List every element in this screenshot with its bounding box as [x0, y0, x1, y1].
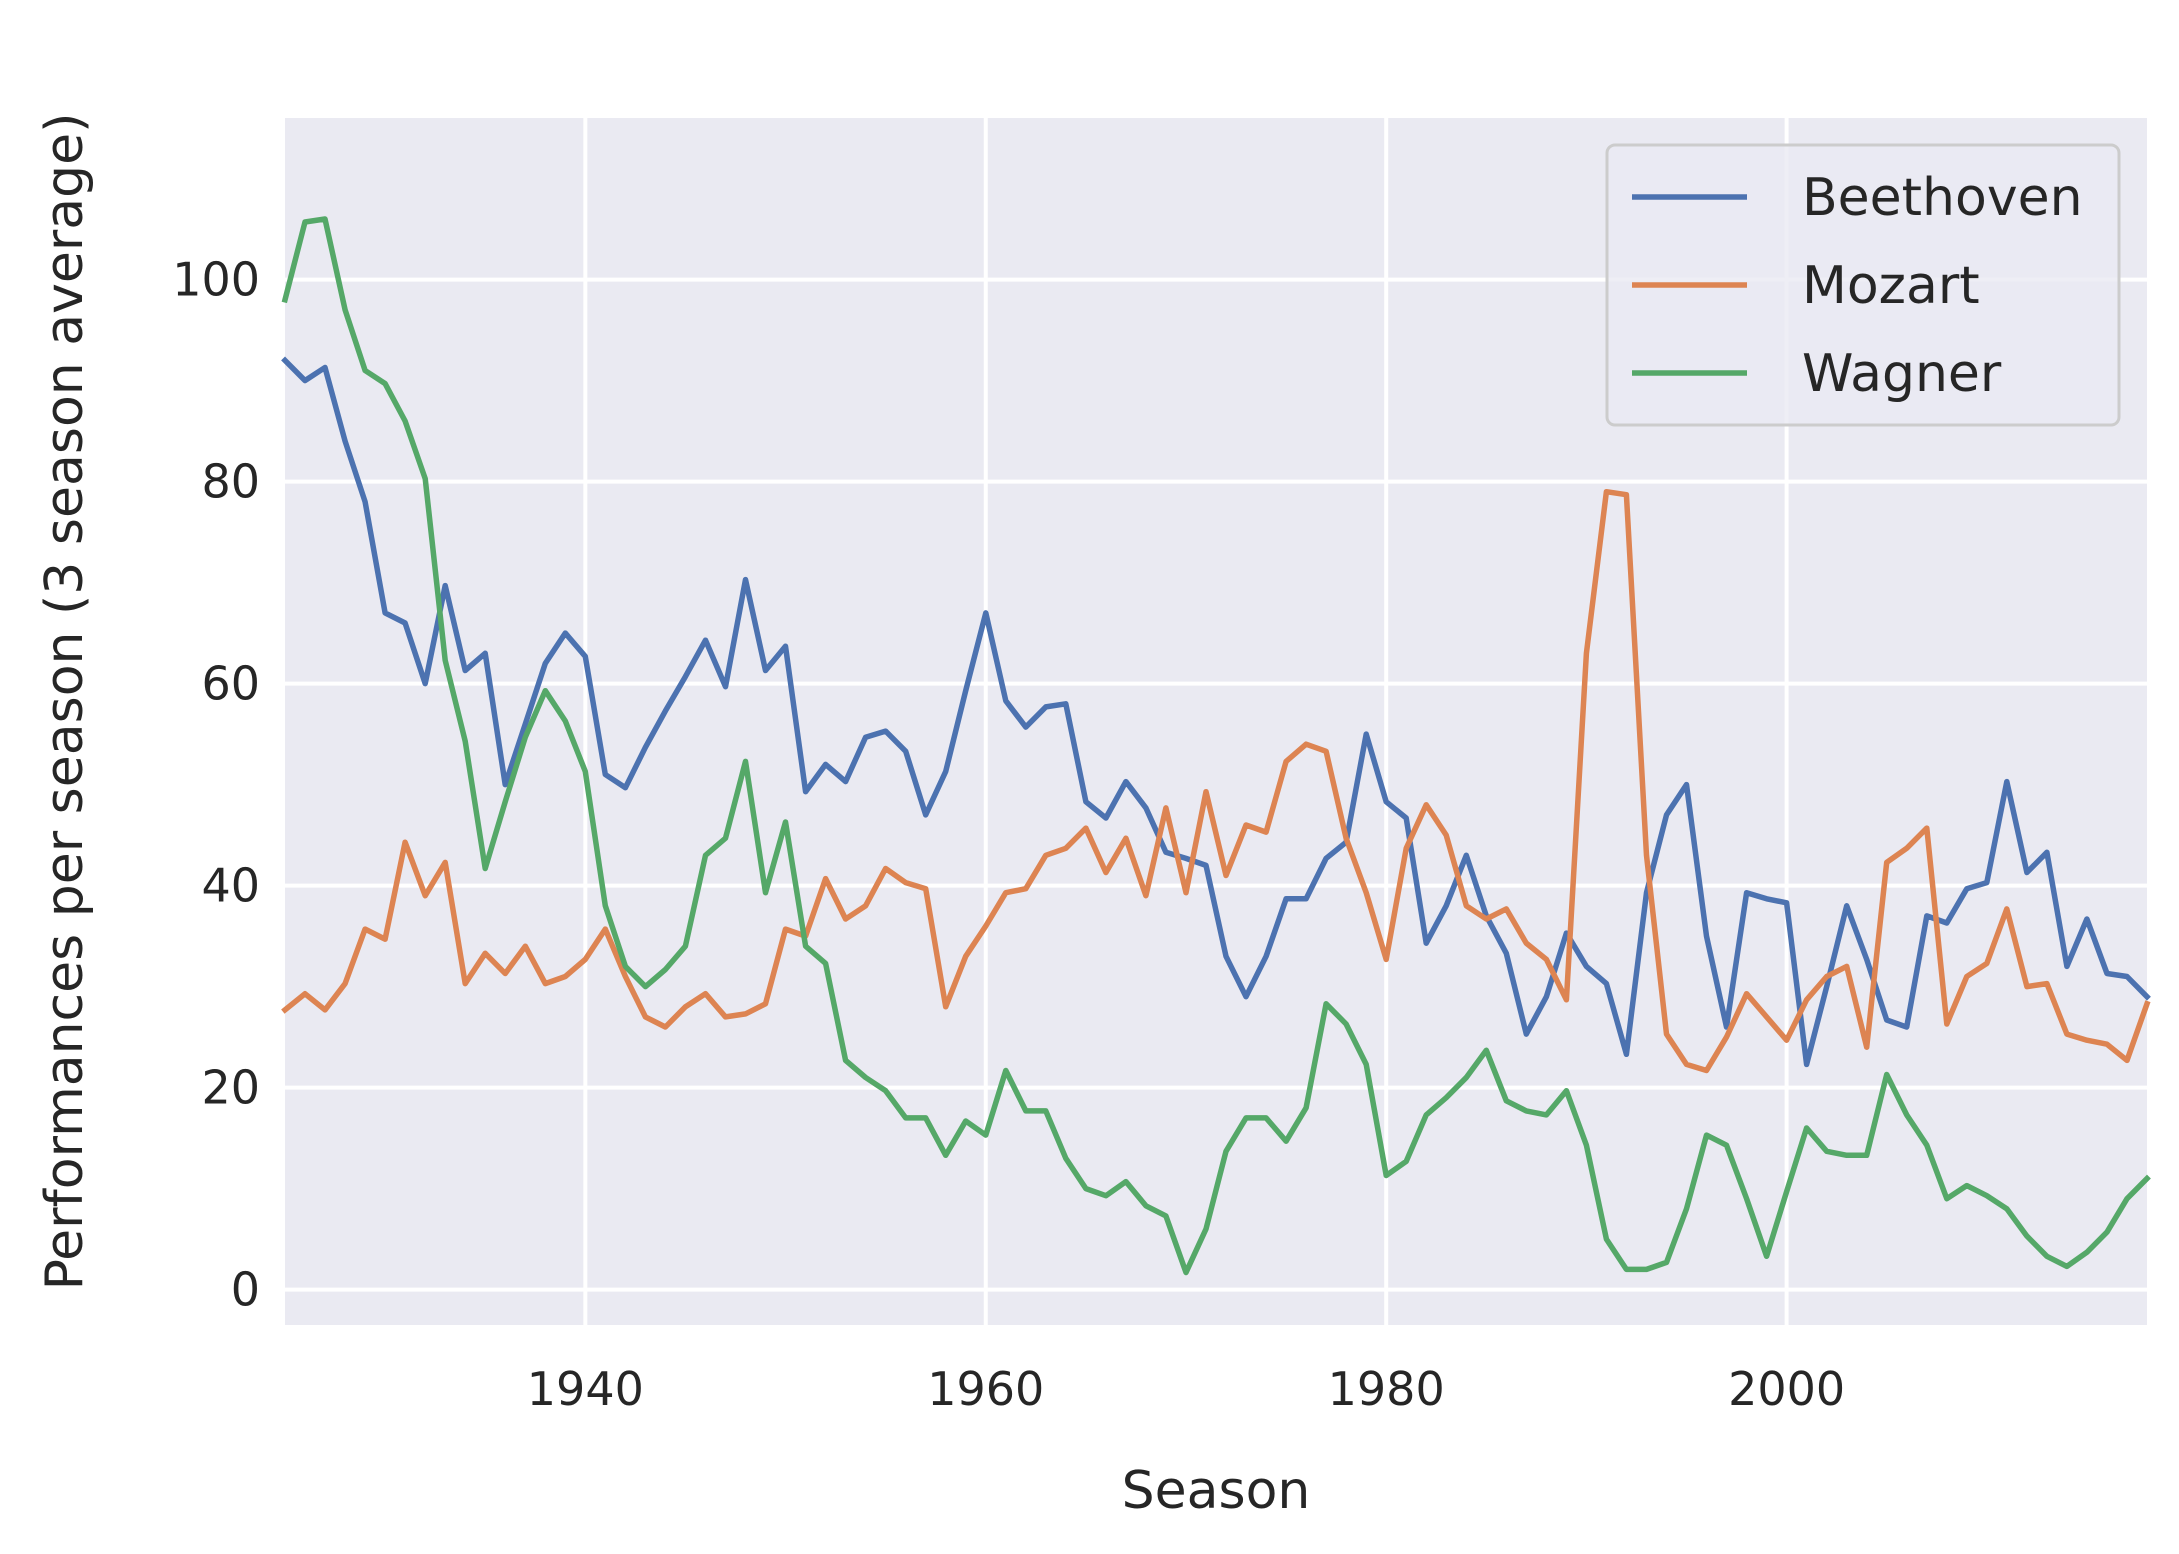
legend: Beethoven Mozart Wagner — [1605, 143, 2121, 427]
series-line-mozart — [281, 488, 2151, 1074]
y-tick-label: 80 — [201, 455, 260, 509]
legend-label-beethoven: Beethoven — [1802, 168, 2083, 228]
y-tick-label: 60 — [201, 657, 260, 711]
legend-label-wagner: Wagner — [1802, 344, 2002, 404]
legend-box — [1605, 143, 2121, 427]
series-lines — [281, 216, 2151, 1276]
x-axis-label: Season — [1122, 1461, 1311, 1521]
y-tick-label: 0 — [231, 1263, 260, 1317]
y-tick-label: 100 — [172, 253, 260, 307]
x-tick-labels: 1940 1960 1980 2000 — [527, 1362, 1845, 1416]
series-line-wagner — [281, 216, 2151, 1276]
y-tick-labels: 0 20 40 60 80 100 — [172, 253, 260, 1317]
y-tick-label: 40 — [201, 859, 260, 913]
y-axis-label: Performances per season (3 season averag… — [35, 113, 95, 1291]
x-tick-label: 1940 — [527, 1362, 644, 1416]
series-line-beethoven — [281, 356, 2151, 1068]
y-tick-label: 20 — [201, 1061, 260, 1115]
legend-label-mozart: Mozart — [1802, 256, 1980, 316]
x-tick-label: 2000 — [1728, 1362, 1845, 1416]
x-tick-label: 1980 — [1328, 1362, 1445, 1416]
x-tick-label: 1960 — [927, 1362, 1044, 1416]
